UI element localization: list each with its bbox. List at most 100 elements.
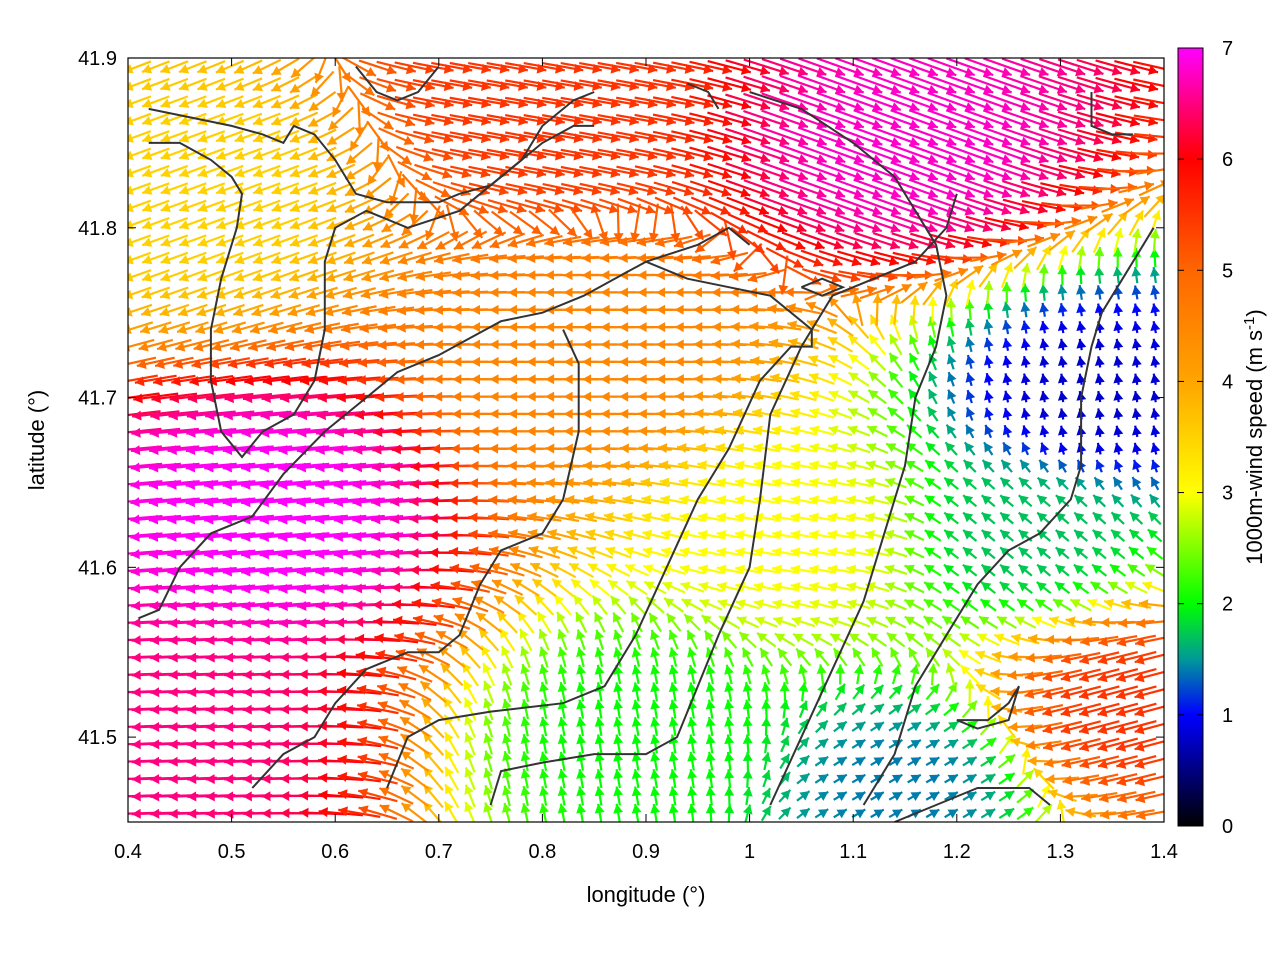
wind-arrow-head <box>1041 245 1051 256</box>
wind-arrow-head <box>831 273 842 284</box>
wind-arrow-head <box>759 83 770 93</box>
wind-arrow-head <box>873 722 884 732</box>
wind-arrow-head <box>290 220 301 230</box>
wind-arrow-head <box>846 477 857 488</box>
wind-arrow-head <box>362 238 373 248</box>
x-axis-ticks: 0.4 0.5 0.6 0.7 0.8 0.9 1 1.1 1.2 1.3 1.4 <box>114 58 1178 863</box>
wind-arrow-head <box>390 565 400 576</box>
wind-arrow-head <box>698 512 708 523</box>
wind-arrow-head <box>1131 408 1142 419</box>
wind-arrow-head <box>1061 758 1072 769</box>
wind-arrow-head <box>1082 616 1093 627</box>
wind-arrow-head <box>362 221 374 231</box>
wind-arrow-head <box>846 581 857 592</box>
wind-arrow-head <box>836 683 845 695</box>
wind-arrow-head <box>113 705 122 715</box>
wind-arrow-head <box>470 270 481 281</box>
wind-arrow-head <box>278 497 288 508</box>
wind-arrow-head <box>711 287 721 298</box>
wind-arrow-head <box>624 546 635 557</box>
wind-arrow-head <box>827 477 838 488</box>
wind-arrow-head <box>637 304 647 315</box>
wind-arrow-head <box>983 696 994 706</box>
wind-arrow-head <box>923 632 935 643</box>
wind-arrow-head <box>224 393 234 404</box>
wind-arrow-head <box>742 734 753 744</box>
wind-arrow-head <box>749 321 759 332</box>
wind-arrow-head <box>692 253 702 264</box>
wind-arrow-head <box>204 497 214 508</box>
wind-arrow-head <box>1056 84 1067 94</box>
wind-arrow-head <box>619 443 630 454</box>
wind-arrow-head <box>682 205 693 215</box>
wind-arrow-head <box>355 650 366 661</box>
wind-arrow-head <box>929 722 940 732</box>
wind-arrow-head <box>216 254 227 265</box>
wind-arrow-head <box>960 665 971 676</box>
wind-arrow-head <box>131 652 141 663</box>
wind-arrow-head <box>470 374 480 385</box>
wind-arrow-head <box>167 445 177 456</box>
wind-arrow-head <box>910 722 922 732</box>
wind-arrow-head <box>734 460 745 471</box>
wind-arrow-head <box>925 255 936 266</box>
wind-arrow-head <box>279 721 290 732</box>
wind-arrow-head <box>326 168 337 179</box>
wind-arrow-head <box>631 647 642 658</box>
wind-arrow-head <box>848 335 859 346</box>
wind-arrow-head <box>705 682 716 693</box>
wind-arrow-head <box>735 599 746 609</box>
wind-arrow-head <box>290 168 301 178</box>
wind-arrow-head <box>244 375 254 386</box>
wind-arrow-head <box>545 356 555 367</box>
wind-arrow-head <box>788 338 799 348</box>
wind-arrow-head <box>512 579 523 589</box>
wind-arrow-head <box>1019 67 1031 77</box>
wind-arrow-head <box>215 81 227 91</box>
wind-arrow-head <box>754 616 766 626</box>
wind-arrow-head <box>261 704 271 715</box>
wind-arrow-head <box>659 477 670 488</box>
wind-arrow-head <box>160 220 171 230</box>
wind-arrow-head <box>409 548 419 559</box>
wind-arrow-head <box>526 443 536 454</box>
wind-arrow-head <box>790 425 801 436</box>
wind-arrow-head <box>600 322 610 333</box>
wind-arrow-head <box>150 669 160 680</box>
wind-arrow-head <box>1094 408 1105 419</box>
wind-arrow-head <box>630 232 641 243</box>
wind-arrow-head <box>379 272 390 282</box>
wind-arrow-head <box>242 808 253 819</box>
wind-arrow-head <box>1037 187 1049 198</box>
wind-arrow-head <box>753 564 764 575</box>
wind-arrow-head <box>142 185 153 195</box>
wind-arrow-head <box>260 635 271 646</box>
wind-arrow-head <box>941 633 953 643</box>
wind-arrow-head <box>767 303 777 314</box>
wind-arrow-head <box>923 616 934 626</box>
wind-arrow-head <box>371 462 382 473</box>
wind-arrow-head <box>962 581 973 592</box>
wind-arrow-head <box>730 304 740 315</box>
wind-arrow-head <box>353 600 363 611</box>
wind-arrow-head <box>1023 807 1034 817</box>
wind-arrow-head <box>760 118 771 128</box>
wind-arrow-head <box>253 150 264 161</box>
wind-arrow-head <box>390 514 400 525</box>
wind-arrow-head <box>618 253 628 264</box>
wind-arrow-head <box>628 185 639 196</box>
wind-arrow-head <box>1121 598 1132 609</box>
wind-arrow-head <box>830 633 841 643</box>
wind-arrow-head <box>168 687 178 698</box>
wind-arrow-head <box>379 255 391 265</box>
wind-arrow-head <box>964 222 975 233</box>
wind-arrow-head <box>357 701 367 712</box>
wind-arrow-head <box>252 81 264 92</box>
wind-arrow-head <box>508 287 518 298</box>
wind-arrow-head <box>1131 373 1142 384</box>
wind-arrow-head <box>271 99 282 109</box>
wind-arrow-head <box>891 774 903 784</box>
wind-arrow-head <box>197 185 208 195</box>
wind-arrow-head <box>750 356 760 367</box>
wind-arrow-head <box>557 682 568 693</box>
